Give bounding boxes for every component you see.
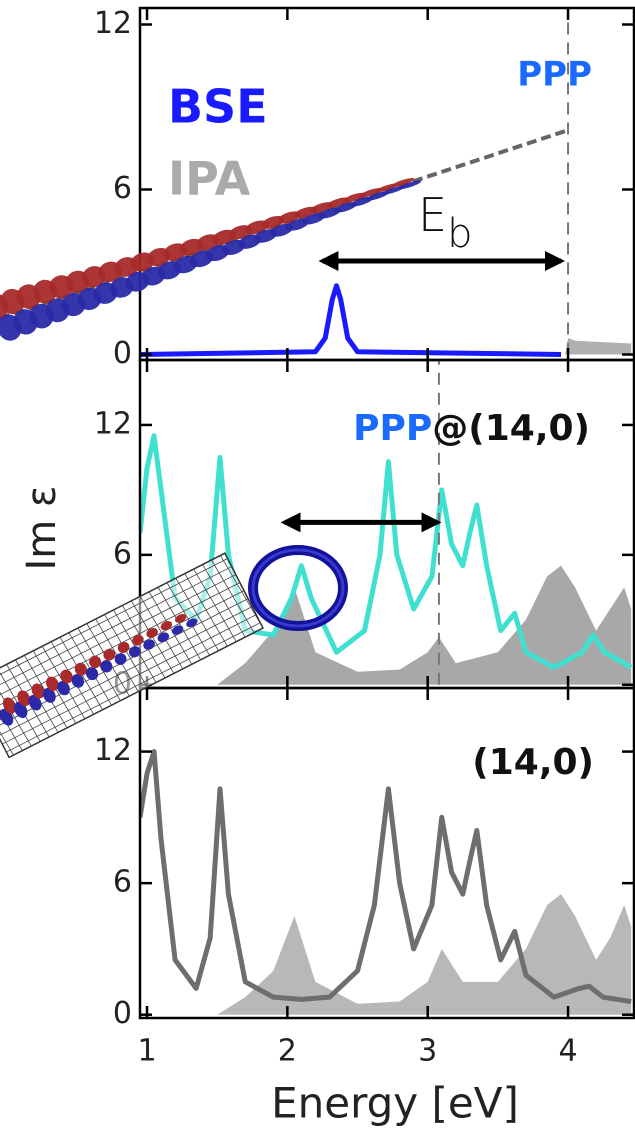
y-tick-label: 6: [113, 865, 132, 900]
x-tick-label: 2: [278, 1034, 297, 1069]
tube-mesh: [220, 555, 264, 629]
lobe-blue: [143, 639, 155, 650]
y-tick-label: 6: [113, 536, 132, 571]
lobe-red: [17, 690, 31, 707]
line: [140, 749, 632, 1005]
lobe-blue: [57, 681, 70, 696]
lobe-red: [103, 648, 116, 661]
tube-mesh: [6, 622, 261, 753]
area: [140, 565, 632, 685]
lobe-red: [2, 697, 17, 714]
tube-mesh: [0, 682, 14, 756]
lobe-red: [175, 614, 187, 623]
line: [140, 283, 562, 357]
tube-mesh: [122, 605, 166, 679]
tube-mesh: [184, 573, 228, 647]
tube-mesh: [0, 606, 253, 737]
lobe-red: [132, 634, 144, 646]
legend-bse: BSE: [168, 80, 268, 134]
lobe-blue: [186, 618, 198, 628]
eb-main: E: [418, 188, 447, 242]
eb-label: Eb: [418, 188, 472, 258]
x-tick-label: 1: [137, 1034, 156, 1069]
y-tick-label: 6: [113, 171, 132, 206]
tube-mesh: [175, 577, 219, 651]
lobe-red: [160, 621, 173, 631]
y-tick-label: 12: [94, 733, 132, 768]
nanotube: [0, 552, 265, 759]
y-axis-label: Im ε: [19, 485, 65, 570]
lobe-red: [391, 178, 415, 187]
lobe-blue: [42, 687, 56, 703]
lobe-red: [74, 662, 87, 676]
lobe-blue: [71, 674, 85, 688]
overlays: [280, 251, 566, 533]
lobe-blue: [100, 660, 113, 673]
tube-mesh: [0, 574, 236, 705]
panel2-title-ppp: PPP: [353, 408, 432, 449]
y-tick-label: 0: [113, 336, 132, 371]
molecule-images: [0, 129, 566, 759]
tube-mesh: [139, 596, 184, 670]
tube-mesh: [211, 559, 255, 633]
tube-mesh: [0, 582, 241, 713]
panel3-title: (14,0): [472, 742, 594, 783]
legend-ipa: IPA: [168, 152, 251, 206]
lobe-blue: [157, 632, 170, 643]
tube-mesh: [166, 582, 210, 656]
lobe-red: [46, 676, 59, 691]
highlight-circle-inner: [251, 548, 345, 628]
y-tick-label: 12: [94, 6, 132, 41]
panel-frame: [138, 686, 635, 1020]
lobe-blue: [398, 180, 422, 190]
exciton-molecule: [0, 129, 566, 341]
lobe-blue: [128, 646, 141, 658]
y-tick-label: 0: [113, 996, 132, 1031]
tube-mesh: [148, 591, 193, 665]
tube-mesh: [202, 564, 246, 638]
eb-sub: b: [447, 211, 472, 257]
y-tick-label: 12: [94, 406, 132, 441]
x-tick-label: 4: [558, 1034, 577, 1069]
panel2-title: PPP@(14,0): [353, 408, 590, 449]
lobe-blue: [28, 694, 42, 711]
tube-mesh: [0, 566, 232, 697]
tube-mesh: [157, 587, 201, 661]
lobe-red: [146, 627, 158, 638]
lobe-red: [117, 641, 130, 653]
plots: 0612061206121234: [94, 6, 635, 1069]
panel: [140, 8, 632, 357]
tube-mesh: [193, 568, 237, 642]
panel: [140, 749, 632, 1015]
lobe-blue: [171, 625, 184, 635]
x-tick-label: 3: [418, 1034, 437, 1069]
area: [140, 338, 632, 355]
lobe-red: [60, 669, 73, 684]
panel2-title-rest: @(14,0): [432, 408, 590, 449]
tube-mesh: [2, 614, 257, 745]
lobe-red: [31, 683, 45, 699]
x-axis-label: Energy [eV]: [271, 1079, 519, 1128]
tube-mesh: [113, 609, 157, 683]
ppp-label: PPP: [517, 55, 592, 95]
lobe-red: [89, 655, 102, 669]
tube-mesh: [0, 558, 228, 689]
lobe-blue: [85, 667, 99, 681]
area: [140, 894, 632, 1015]
lobe-blue: [114, 653, 127, 665]
